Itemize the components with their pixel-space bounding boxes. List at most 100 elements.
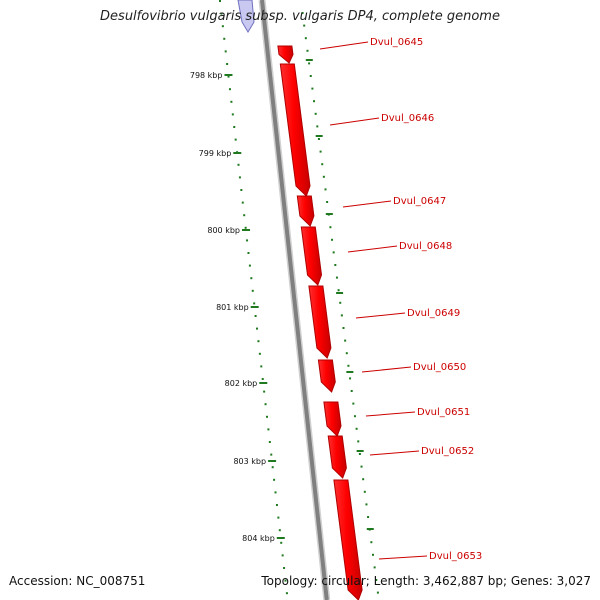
gene-label: Dvul_0651 — [417, 407, 470, 418]
outer-dot — [309, 75, 312, 77]
map-title: Desulfovibrio vulgaris subsp. vulgaris D… — [100, 9, 500, 24]
inner-dot — [234, 138, 237, 141]
inner-dot — [284, 579, 287, 582]
outer-dot — [370, 541, 373, 544]
gene-feature — [296, 195, 315, 227]
inner-dot — [220, 12, 223, 15]
inner-dot — [226, 63, 229, 65]
backbone — [258, 0, 331, 600]
gene-feature — [308, 285, 332, 359]
outer-dot — [362, 478, 365, 481]
outer-dot — [308, 62, 311, 65]
axis-tick-label: 801 kbp — [216, 303, 249, 312]
inner-dot — [246, 239, 249, 242]
outer-dot — [339, 301, 342, 304]
inner-dot — [278, 529, 281, 532]
axis-tick-labels: 798 kbp 799 kbp 800 kbp 801 kbp 802 kbp 803 k… — [190, 71, 285, 543]
gene-leader-line — [319, 41, 369, 50]
gene-label: Dvul_0652 — [421, 446, 474, 457]
inner-dot — [261, 378, 264, 380]
inner-dot — [270, 453, 273, 456]
inner-dot — [221, 25, 224, 28]
outer-dot — [371, 553, 374, 556]
outer-dot — [311, 87, 314, 90]
gene-leader-line — [355, 312, 406, 319]
inner-dot — [283, 567, 286, 569]
inner-dot — [257, 340, 260, 343]
outer-dot — [329, 226, 332, 229]
inner-dot — [263, 390, 266, 393]
inner-dot — [254, 315, 257, 317]
inner-dot — [253, 302, 256, 305]
gene-leader-line — [342, 200, 392, 208]
outer-dot — [337, 289, 340, 292]
inner-dot — [258, 352, 261, 355]
outer-dot — [317, 138, 320, 140]
outer-dot — [355, 427, 358, 430]
inner-dot — [260, 365, 263, 368]
gene-label: Dvul_0647 — [393, 196, 446, 207]
inner-dot — [281, 554, 284, 557]
outer-dot — [306, 49, 309, 52]
outer-dot — [350, 390, 353, 392]
axis-tick-label: 804 kbp — [242, 534, 275, 543]
axis-tick-label: 798 kbp — [190, 71, 223, 80]
outer-dot — [367, 516, 370, 518]
outer-dot — [344, 339, 347, 342]
gene-label: Dvul_0645 — [370, 37, 423, 48]
inner-dot — [273, 478, 276, 481]
outer-dot — [345, 352, 348, 355]
outer-dot — [360, 465, 363, 468]
outer-dot — [376, 591, 379, 594]
gene-leader-line — [329, 117, 380, 126]
gene-feature — [323, 401, 342, 437]
gene-feature — [327, 435, 347, 479]
gene-features — [237, 0, 363, 600]
inner-dot — [267, 428, 270, 431]
gene-feature — [279, 63, 311, 197]
axis-tick-label: 803 kbp — [233, 457, 266, 466]
outer-dot — [373, 566, 376, 569]
axis-tick-label: 799 kbp — [199, 149, 232, 158]
gene-label: Dvul_0646 — [381, 113, 434, 124]
outer-dot — [319, 150, 322, 153]
inner-dot — [223, 37, 226, 40]
gene-feature — [300, 226, 323, 286]
outer-dot — [349, 377, 352, 380]
outer-dot — [335, 276, 338, 279]
outer-dot — [365, 503, 368, 506]
inner-dot — [277, 516, 280, 519]
outer-dot — [331, 238, 334, 241]
outer-dot — [304, 37, 307, 40]
axis-tick-label: 800 kbp — [207, 226, 240, 235]
outer-dot — [340, 314, 343, 317]
outer-dot — [357, 440, 360, 443]
outer-dot — [347, 364, 350, 367]
partial-gene-feature — [237, 0, 255, 33]
genome-summary-label: Topology: circular; Length: 3,462,887 bp… — [261, 574, 591, 588]
outer-dot — [301, 12, 304, 14]
outer-dot — [322, 175, 325, 178]
outer-dot — [342, 327, 345, 329]
inner-dot — [238, 176, 241, 179]
inner-dot — [247, 252, 250, 254]
inner-dot — [227, 75, 230, 78]
outer-dot — [326, 201, 329, 203]
gene-label: Dvul_0653 — [429, 551, 482, 562]
outer-dot — [303, 24, 306, 27]
inner-tick-dots — [219, 0, 288, 595]
inner-dot — [275, 504, 278, 506]
gene-labels: Dvul_0645 Dvul_0646 Dvul_0647 Dvul_0648 Dvul… — [319, 37, 482, 562]
inner-dot — [228, 88, 231, 91]
gene-leader-line — [378, 555, 428, 560]
backbone-line — [260, 0, 329, 600]
inner-dot — [233, 126, 236, 128]
inner-dot — [224, 50, 227, 53]
outer-dot — [316, 125, 319, 128]
gene-label: Dvul_0650 — [413, 362, 466, 373]
inner-dot — [274, 491, 277, 494]
outer-dot — [314, 112, 317, 115]
gene-leader-line — [369, 450, 420, 456]
axis-tick-label: 802 kbp — [225, 379, 258, 388]
gene-label: Dvul_0648 — [399, 241, 452, 252]
